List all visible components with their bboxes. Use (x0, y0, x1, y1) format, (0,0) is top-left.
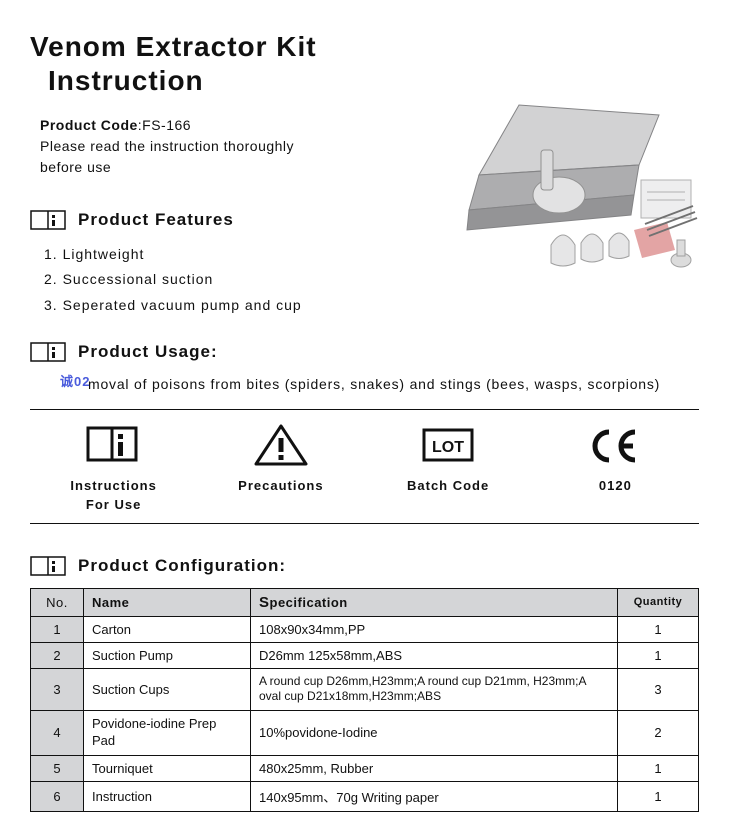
product-code-label: Product Code (40, 117, 138, 133)
table-row: 6 Instruction 140x95mm、70g Writing paper… (31, 781, 699, 811)
usage-head-text: Product Usage: (78, 342, 218, 362)
table-header-row: No. Name Specification Quantity (31, 588, 699, 616)
read-note-l2: before use (40, 159, 111, 175)
info-booklet-icon (30, 340, 68, 364)
info-booklet-icon (30, 554, 68, 578)
table-row: 5 Tourniquet 480x25mm, Rubber 1 (31, 755, 699, 781)
usage-watermark: 诚02 (60, 372, 90, 392)
precautions-icon (251, 422, 311, 468)
th-no: No. (31, 588, 84, 616)
precautions-label: Precautions (197, 476, 364, 515)
usage-text: 诚02 moval of poisons from bites (spiders… (30, 374, 699, 395)
ce-mark-icon (585, 422, 645, 468)
ifu-icon (84, 422, 144, 468)
feature-3: 3. Seperated vacuum pump and cup (44, 293, 699, 318)
table-row: 4 Povidone-iodine Prep Pad 10%povidone-I… (31, 710, 699, 755)
product-code-value: :FS-166 (138, 117, 191, 133)
table-row: 3 Suction Cups A round cup D26mm,H23mm;A… (31, 668, 699, 710)
svg-text:LOT: LOT (432, 439, 464, 456)
th-qty: Quantity (618, 588, 699, 616)
ifu-label: InstructionsFor Use (30, 476, 197, 515)
config-head-text: Product Configuration: (78, 556, 286, 576)
title-line1: Venom Extractor Kit (30, 31, 317, 62)
info-booklet-icon (30, 208, 68, 232)
batch-code-label: Batch Code (365, 476, 532, 515)
product-photo (409, 80, 709, 290)
configuration-table: No. Name Specification Quantity 1 Carton… (30, 588, 699, 812)
table-row: 2 Suction Pump D26mm 125x58mm,ABS 1 (31, 642, 699, 668)
th-spec: Specification (251, 588, 618, 616)
usage-heading: Product Usage: (30, 340, 699, 364)
table-row: 1 Carton 108x90x34mm,PP 1 (31, 616, 699, 642)
usage-body: moval of poisons from bites (spiders, sn… (64, 376, 660, 392)
batch-code-icon: LOT (418, 422, 478, 468)
read-note-l1: Please read the instruction thoroughly (40, 138, 294, 154)
th-name: Name (84, 588, 251, 616)
symbol-legend: LOT InstructionsFor Use Precautions Batc… (30, 409, 699, 524)
features-head-text: Product Features (78, 210, 234, 230)
ce-label: 0120 (532, 476, 699, 515)
config-heading: Product Configuration: (30, 554, 699, 578)
